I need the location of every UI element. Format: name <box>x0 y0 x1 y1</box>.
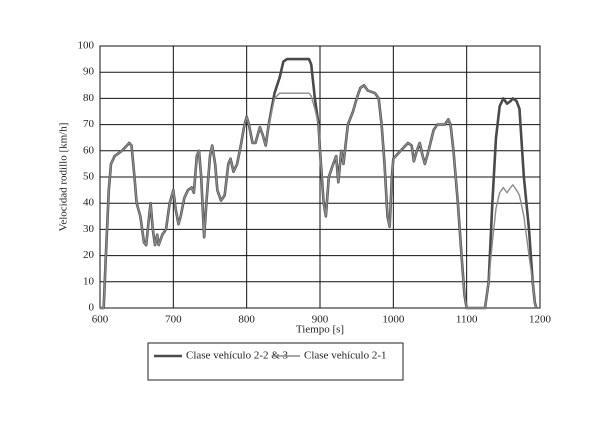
x-tick-label: 900 <box>312 314 329 326</box>
x-tick-label: 700 <box>165 314 182 326</box>
x-tick-label: 1100 <box>456 314 478 326</box>
y-tick-label: 60 <box>83 144 95 156</box>
y-tick-label: 100 <box>78 40 95 52</box>
y-tick-label: 50 <box>83 171 95 183</box>
x-axis-label: Tiempo [s] <box>296 324 344 336</box>
y-tick-label: 40 <box>83 197 95 209</box>
data-line <box>100 84 538 309</box>
y-tick-label: 10 <box>83 275 95 287</box>
y-tick-label: 90 <box>83 66 95 78</box>
y-tick-label: 20 <box>83 249 95 261</box>
x-tick-label: 1200 <box>529 314 552 326</box>
y-axis-label: Velocidad rodillo [km/h] <box>58 123 70 232</box>
legend-box <box>147 342 404 381</box>
y-tick-label: 70 <box>83 118 95 130</box>
y-tick-label: 30 <box>83 223 95 235</box>
x-tick-label: 1000 <box>382 314 405 326</box>
legend-label: Clase vehículo 2-2 & 3 <box>186 350 289 362</box>
legend-label: Clase vehículo 2-1 <box>304 350 386 362</box>
x-tick-label: 800 <box>238 314 255 326</box>
data-line <box>100 57 538 310</box>
y-tick-label: 0 <box>89 302 95 314</box>
y-tick-label: 80 <box>83 92 95 104</box>
plot-frame <box>99 45 541 309</box>
x-tick-label: 600 <box>92 314 109 326</box>
